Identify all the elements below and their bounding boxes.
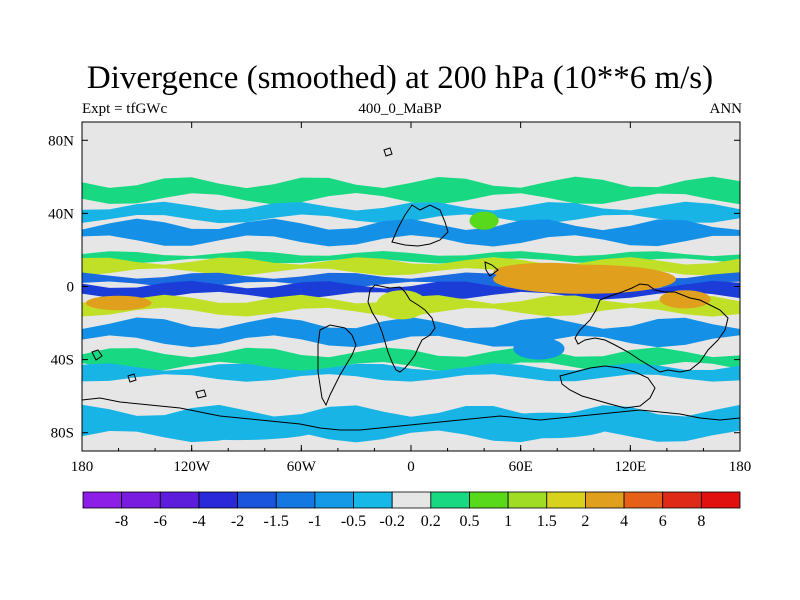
- x-tick-label: 180: [71, 459, 94, 475]
- colorbar-swatch: [700, 491, 741, 509]
- divergence-blob: [469, 211, 499, 230]
- y-tick-label: 40S: [51, 353, 74, 369]
- colorbar-swatch: [585, 491, 625, 509]
- x-tick-label: 60E: [509, 459, 533, 475]
- coast-arabia-asia: [484, 261, 499, 277]
- map-plot-area: [82, 122, 740, 451]
- colorbar-swatch: [82, 491, 123, 509]
- axis-ticks: [81, 122, 741, 451]
- colorbar-swatch: [159, 491, 200, 509]
- colorbar-swatch: [237, 491, 277, 509]
- colorbar-swatch: [546, 491, 586, 509]
- colorbar-level-label: -0.2: [380, 513, 405, 530]
- y-axis-labels: 80N 40N 0 40S 80S: [48, 133, 74, 441]
- colorbar-level-label: 0.5: [460, 513, 480, 530]
- coast-southeast-asia: [574, 283, 729, 373]
- colorbar-level-label: -0.5: [341, 513, 366, 530]
- y-tick-label: 80S: [51, 426, 74, 442]
- colorbar-swatch: [469, 491, 509, 509]
- divergence-contour-blobs: [85, 211, 711, 441]
- divergence-blob: [513, 337, 565, 360]
- colorbar-level-label: -2: [231, 513, 244, 530]
- divergence-band: [82, 317, 740, 348]
- divergence-band: [82, 176, 740, 205]
- colorbar-swatch: [198, 491, 238, 509]
- colorbar-swatch: [507, 491, 548, 509]
- colorbar-swatch: [662, 491, 702, 509]
- colorbar: [82, 491, 741, 509]
- colorbar-level-label: 4: [620, 513, 628, 530]
- x-axis-labels: 180 120W 60W 0 60E 120E 180: [71, 459, 752, 475]
- colorbar-level-label: -6: [154, 513, 167, 530]
- colorbar-swatch: [391, 491, 432, 509]
- colorbar-level-label: -8: [115, 513, 128, 530]
- colorbar-swatch: [353, 491, 393, 509]
- season-label: ANN: [709, 101, 743, 117]
- colorbar-level-label: 6: [659, 513, 667, 530]
- divergence-band: [82, 201, 740, 224]
- colorbar-level-label: 1: [504, 513, 512, 530]
- y-tick-label: 40N: [48, 206, 74, 222]
- x-tick-label: 120E: [614, 459, 646, 475]
- coast-africa: [367, 284, 436, 373]
- continent-outlines: [82, 147, 740, 431]
- colorbar-level-label: -1: [308, 513, 321, 530]
- colorbar-swatch: [275, 491, 316, 509]
- colorbar-level-label: 1.5: [537, 513, 557, 530]
- chart-title: Divergence (smoothed) at 200 hPa (10**6 …: [86, 60, 714, 96]
- colorbar-labels: -8 -6 -4 -2 -1.5 -1 -0.5 -0.2 0.2 0.5 1 1.5 2 4 6 8: [115, 513, 705, 530]
- x-tick-label: 60W: [287, 459, 317, 475]
- divergence-band: [82, 218, 740, 247]
- colorbar-swatch: [121, 491, 161, 509]
- divergence-band: [82, 347, 740, 372]
- coast-europe: [391, 204, 449, 247]
- x-tick-label: 180: [729, 459, 752, 475]
- divergence-band: [82, 363, 740, 382]
- divergence-blob: [484, 412, 613, 439]
- colorbar-swatch: [430, 491, 470, 509]
- divergence-blob: [155, 418, 320, 441]
- colorbar-level-label: -4: [192, 513, 205, 530]
- period-label: 400_0_MaBP: [358, 101, 442, 117]
- colorbar-level-label: -1.5: [264, 513, 289, 530]
- colorbar-level-label: 2: [581, 513, 589, 530]
- experiment-label: Expt = tfGWc: [82, 101, 168, 117]
- coast-antarctica: [82, 397, 740, 431]
- divergence-blob: [376, 290, 428, 320]
- divergence-blob: [493, 262, 603, 281]
- colorbar-swatch: [623, 491, 664, 509]
- divergence-blob: [659, 290, 711, 309]
- colorbar-level-label: 8: [697, 513, 705, 530]
- colorbar-level-label: 0.2: [421, 513, 441, 530]
- coast-south-america: [317, 324, 357, 407]
- coast-greenland-north: [383, 147, 393, 157]
- x-tick-label: 0: [407, 459, 415, 475]
- colorbar-swatch: [314, 491, 354, 509]
- y-tick-label: 80N: [48, 133, 74, 149]
- coast-australia: [559, 365, 656, 409]
- coast-pacific-islands: [91, 349, 207, 399]
- divergence-blob: [85, 295, 152, 311]
- y-tick-label: 0: [67, 280, 75, 296]
- x-tick-label: 120W: [173, 459, 211, 475]
